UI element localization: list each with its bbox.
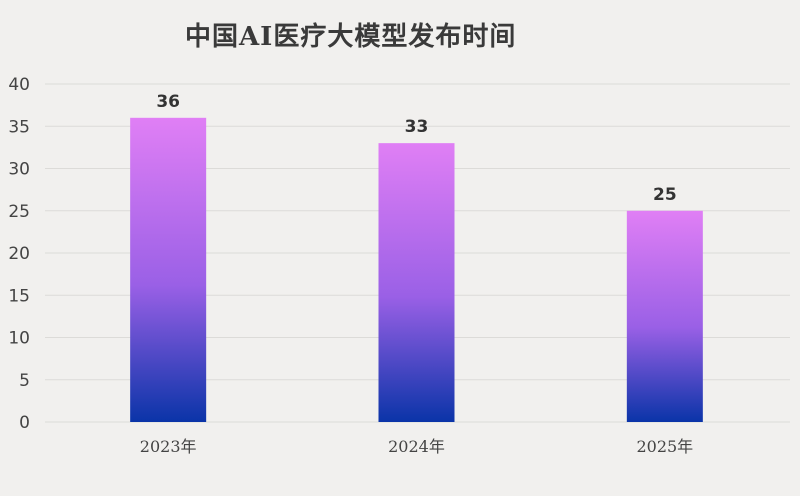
y-tick-label: 20 [8, 244, 30, 264]
y-tick-label: 30 [8, 160, 30, 180]
y-axis-ticks: 0 5 10 15 20 25 30 35 40 [8, 75, 30, 433]
bar [130, 117, 207, 423]
chart-title: 中国AI医疗大模型发布时间 [185, 22, 517, 52]
y-tick-label: 25 [8, 202, 30, 222]
data-label: 25 [653, 185, 677, 205]
y-tick-label: 5 [19, 371, 30, 391]
y-tick-label: 0 [19, 413, 30, 433]
bars [130, 117, 703, 423]
data-labels: 36 33 25 [156, 92, 676, 205]
data-label: 33 [405, 117, 429, 137]
y-tick-label: 10 [8, 329, 30, 349]
y-tick-label: 35 [8, 117, 30, 137]
x-tick-label: 2025年 [636, 437, 693, 456]
bar [378, 143, 455, 422]
y-tick-label: 40 [8, 75, 30, 95]
x-axis-labels: 2023年 2024年 2025年 [140, 437, 693, 456]
y-tick-label: 15 [8, 286, 30, 306]
bar [626, 210, 703, 422]
data-label: 36 [156, 92, 180, 112]
x-tick-label: 2023年 [140, 437, 197, 456]
x-tick-label: 2024年 [388, 437, 445, 456]
